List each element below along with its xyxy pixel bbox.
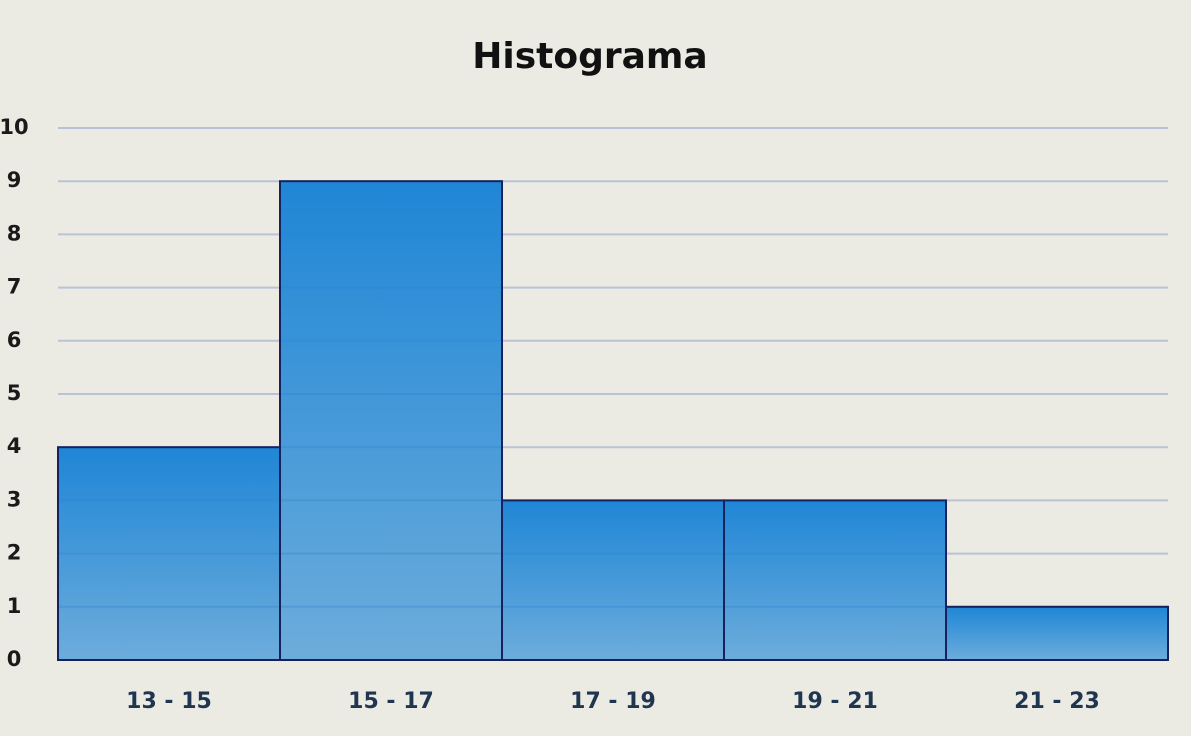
x-tick-label: 21 - 23	[1014, 689, 1100, 714]
y-tick-label: 1	[7, 594, 22, 618]
x-tick-label: 19 - 21	[792, 689, 878, 714]
page: Histograma 0 1 2 3 4 5 6 7 8 9 10 13 - 15 15 - 17 17 …	[0, 0, 1191, 736]
x-tick-label: 13 - 15	[126, 689, 212, 714]
y-tick-label: 0	[7, 647, 22, 671]
y-tick-label: 4	[7, 434, 22, 458]
bar	[946, 607, 1168, 660]
chart: Histograma 0 1 2 3 4 5 6 7 8 9 10 13 - 15 15 - 17 17 …	[0, 0, 1191, 736]
x-tick-label: 15 - 17	[348, 689, 434, 714]
y-tick-label: 10	[0, 115, 29, 139]
bar	[280, 181, 502, 660]
chart-title: Histograma	[472, 36, 707, 77]
y-tick-label: 6	[7, 328, 22, 352]
y-tick-label: 3	[7, 487, 22, 511]
bar	[502, 500, 724, 660]
y-tick-label: 8	[7, 221, 22, 245]
y-tick-label: 2	[7, 541, 22, 565]
y-tick-label: 7	[7, 275, 22, 299]
bar	[58, 447, 280, 660]
bar	[724, 500, 946, 660]
y-tick-label: 5	[7, 381, 22, 405]
y-tick-label: 9	[7, 168, 22, 192]
x-tick-label: 17 - 19	[570, 689, 656, 714]
